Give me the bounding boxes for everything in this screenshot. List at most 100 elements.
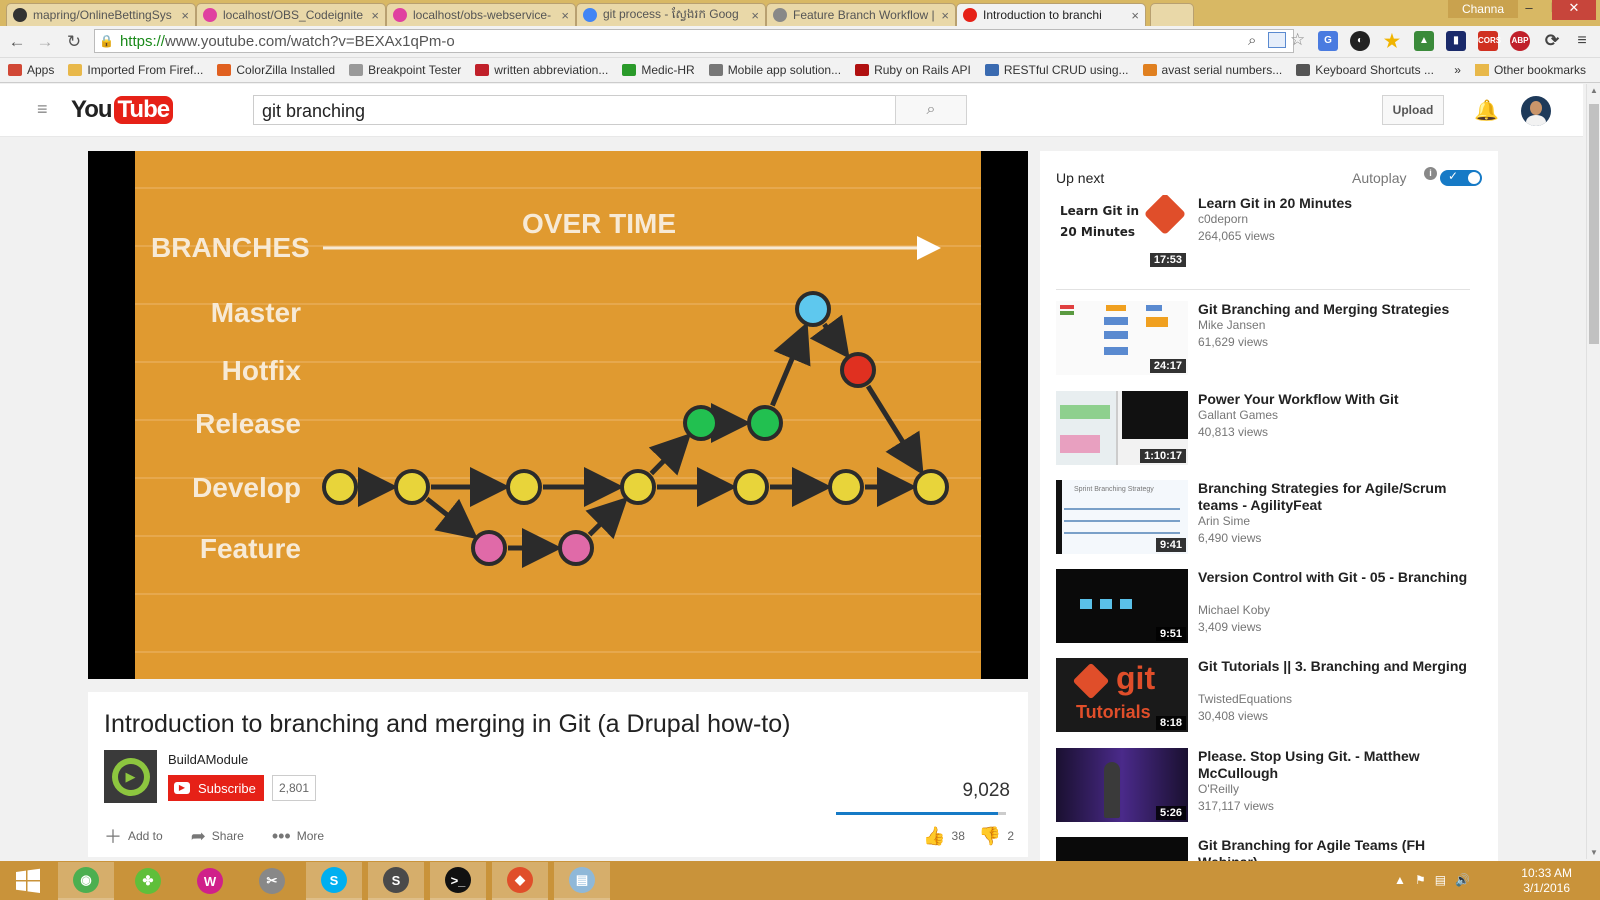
zoom-icon[interactable]: ⌕: [1248, 32, 1257, 49]
start-button[interactable]: [0, 862, 56, 900]
tray-network-icon[interactable]: ▤: [1434, 873, 1447, 887]
tab-close-icon[interactable]: ×: [751, 7, 759, 23]
taskbar-app[interactable]: ▤: [554, 862, 610, 900]
video-thumbnail[interactable]: Sprint Branching Strategy 9:41: [1056, 480, 1188, 554]
recommended-video[interactable]: 24:17 Git Branching and Merging Strategie…: [1056, 301, 1486, 379]
bookmark-item[interactable]: Keyboard Shortcuts ...: [1296, 63, 1434, 77]
recommended-title[interactable]: Version Control with Git - 05 - Branchin…: [1198, 569, 1468, 585]
bookmark-star-icon[interactable]: ☆: [1290, 30, 1306, 49]
recommended-channel[interactable]: Michael Koby: [1198, 603, 1271, 617]
bookmark-item[interactable]: avast serial numbers...: [1142, 63, 1282, 77]
bookmark-item[interactable]: Apps: [8, 63, 54, 77]
share-button[interactable]: ➦ Share: [191, 826, 244, 847]
recommended-video[interactable]: 1:10:17 Power Your Workflow With Git Galla…: [1056, 391, 1486, 469]
recommended-video[interactable]: 9:51 Version Control with Git - 05 - Bran…: [1056, 569, 1486, 647]
translate-icon[interactable]: [1268, 32, 1286, 48]
like-button[interactable]: 👍 38: [923, 826, 965, 847]
recommended-title[interactable]: Branching Strategies for Agile/Scrum tea…: [1198, 480, 1447, 513]
sync-icon[interactable]: ⟳: [1544, 31, 1560, 50]
extension-drive-icon[interactable]: ▲: [1414, 31, 1434, 51]
new-tab-button[interactable]: [1150, 3, 1194, 26]
bookmark-item[interactable]: Ruby on Rails API: [855, 63, 971, 77]
recommended-title[interactable]: Please. Stop Using Git. - Matthew McCull…: [1198, 748, 1420, 781]
add-to-button[interactable]: ＋ Add to: [104, 823, 163, 849]
youtube-logo[interactable]: You Tube: [71, 96, 174, 124]
recommended-channel[interactable]: TwistedEquations: [1198, 692, 1293, 706]
recommended-title[interactable]: Git Branching for Agile Teams (FH Webina…: [1198, 837, 1426, 861]
tab-close-icon[interactable]: ×: [181, 7, 189, 23]
video-thumbnail[interactable]: 9:51: [1056, 569, 1188, 643]
bookmarks-overflow-button[interactable]: »: [1454, 63, 1461, 77]
window-close-icon[interactable]: ✕: [1552, 0, 1596, 20]
bookmark-item[interactable]: Medic-HR: [622, 63, 695, 77]
recommended-video[interactable]: 5:26 Please. Stop Using Git. - Matthew Mc…: [1056, 748, 1486, 826]
autoplay-toggle[interactable]: ✓: [1440, 169, 1482, 186]
account-avatar[interactable]: [1521, 96, 1551, 126]
taskbar-app[interactable]: >_: [430, 862, 486, 900]
browser-tab[interactable]: localhost/obs-webservice- ×: [386, 3, 576, 26]
adblock-icon[interactable]: ABP: [1510, 31, 1530, 51]
taskbar-app[interactable]: ◆: [492, 862, 548, 900]
guide-menu-icon[interactable]: ≡: [37, 99, 48, 119]
bookmark-item[interactable]: Mobile app solution...: [708, 63, 841, 77]
video-thumbnail[interactable]: 5:26: [1056, 748, 1188, 822]
dislike-button[interactable]: 👎 2: [979, 826, 1014, 847]
video-frame[interactable]: BRANCHES OVER TIME Master Hotfix Release De…: [135, 151, 981, 679]
recommended-channel[interactable]: c0deporn: [1198, 212, 1249, 226]
search-input[interactable]: git branching: [253, 95, 896, 125]
video-thumbnail[interactable]: 24:17: [1056, 301, 1188, 375]
extension-star-icon[interactable]: ★: [1383, 31, 1401, 51]
scroll-thumb[interactable]: [1589, 104, 1599, 344]
video-thumbnail[interactable]: git Tutorials 8:18: [1056, 658, 1188, 732]
extension-chart-icon[interactable]: ▮: [1446, 31, 1466, 51]
video-thumbnail[interactable]: Learn Git in 20 Minutes 17:53: [1056, 195, 1188, 269]
clock[interactable]: 10:33 AM 3/1/2016: [1521, 866, 1572, 896]
bookmark-item[interactable]: Imported From Firef...: [68, 63, 203, 77]
browser-tab[interactable]: Introduction to branchi ×: [956, 3, 1146, 26]
video-thumbnail[interactable]: [1056, 837, 1188, 861]
bookmark-item[interactable]: Breakpoint Tester: [349, 63, 461, 77]
notifications-bell-icon[interactable]: 🔔: [1474, 100, 1499, 122]
browser-tab[interactable]: git process - ស្វែងរក Goog ×: [576, 3, 766, 26]
bookmark-item[interactable]: ColorZilla Installed: [217, 63, 335, 77]
bookmark-item[interactable]: written abbreviation...: [475, 63, 608, 77]
extension-colorpicker-icon[interactable]: ◐: [1350, 31, 1370, 51]
recommended-video[interactable]: Git Branching for Agile Teams (FH Webina…: [1056, 837, 1486, 861]
taskbar-app[interactable]: ✂: [244, 862, 300, 900]
tab-close-icon[interactable]: ×: [1131, 7, 1139, 23]
more-button[interactable]: ••• More: [272, 826, 324, 847]
channel-name[interactable]: BuildAModule: [168, 752, 249, 767]
forward-icon[interactable]: →: [36, 32, 54, 51]
scroll-down-icon[interactable]: ▼: [1590, 848, 1598, 857]
address-bar[interactable]: 🔒 https://www.youtube.com/watch?v=BEXAx1…: [94, 29, 1294, 53]
info-icon[interactable]: i: [1424, 167, 1437, 180]
search-button[interactable]: ⌕: [895, 95, 967, 125]
browser-user-badge[interactable]: Channa: [1447, 0, 1518, 18]
taskbar-app[interactable]: S: [368, 862, 424, 900]
recommended-channel[interactable]: Mike Jansen: [1198, 318, 1266, 332]
recommended-channel[interactable]: O'Reilly: [1198, 782, 1239, 796]
recommended-video[interactable]: Sprint Branching Strategy 9:41 Branching S…: [1056, 480, 1486, 558]
taskbar-app[interactable]: ✤: [120, 862, 176, 900]
other-bookmarks[interactable]: Other bookmarks: [1474, 63, 1586, 77]
recommended-video[interactable]: git Tutorials 8:18 Git Tutorials || 3. Bran…: [1056, 658, 1486, 736]
scroll-up-icon[interactable]: ▲: [1590, 86, 1598, 95]
tray-volume-icon[interactable]: 🔊: [1455, 873, 1470, 887]
browser-tab[interactable]: localhost/OBS_Codeignite ×: [196, 3, 386, 26]
recommended-title[interactable]: Power Your Workflow With Git: [1198, 391, 1399, 407]
bookmark-item[interactable]: RESTful CRUD using...: [984, 63, 1129, 77]
minimize-icon[interactable]: –: [1525, 0, 1533, 15]
recommended-title[interactable]: Git Tutorials || 3. Branching and Mergin…: [1198, 658, 1467, 674]
taskbar-app[interactable]: W: [182, 862, 238, 900]
menu-icon[interactable]: ≡: [1577, 32, 1587, 49]
taskbar-app[interactable]: S: [306, 862, 362, 900]
recommended-channel[interactable]: Gallant Games: [1198, 408, 1279, 422]
page-scrollbar[interactable]: ▲ ▼: [1586, 84, 1600, 859]
taskbar-app[interactable]: ◉: [58, 862, 114, 900]
tray-expand-icon[interactable]: ▲: [1394, 873, 1406, 887]
browser-tab[interactable]: mapring/OnlineBettingSys ×: [6, 3, 196, 26]
upload-button[interactable]: Upload: [1382, 95, 1444, 125]
channel-avatar[interactable]: ▶: [104, 750, 157, 803]
extension-translate-icon[interactable]: G: [1318, 31, 1338, 51]
reload-icon[interactable]: ↻: [66, 32, 82, 51]
